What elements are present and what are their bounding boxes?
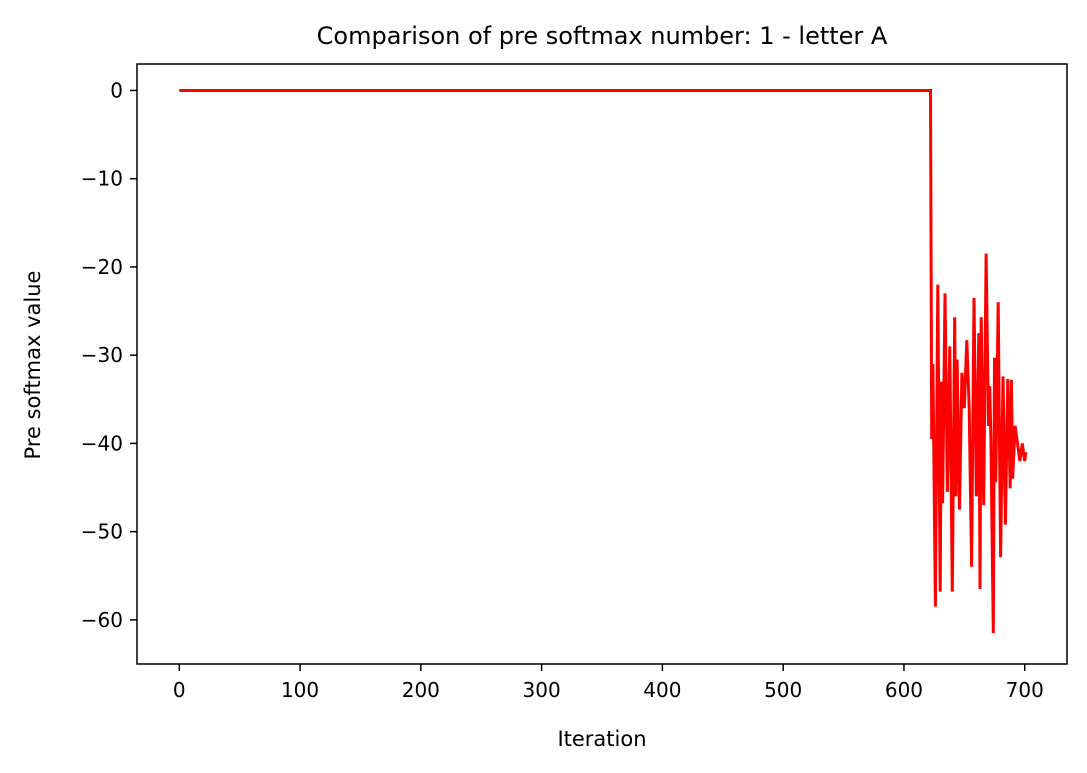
x-axis-label: Iteration <box>557 727 646 751</box>
y-tick-label: −50 <box>81 520 123 544</box>
series-line <box>179 89 1028 634</box>
x-tick-label: 100 <box>281 678 319 702</box>
x-tick-label: 700 <box>1006 678 1044 702</box>
x-tick-label: 500 <box>764 678 802 702</box>
x-axis-ticks: 0 100 200 300 400 500 600 700 <box>173 664 1044 702</box>
x-tick-label: 200 <box>402 678 440 702</box>
y-axis-label: Pre softmax value <box>21 271 45 460</box>
y-tick-label: 0 <box>110 78 123 102</box>
y-tick-label: −10 <box>81 167 123 191</box>
x-tick-label: 400 <box>643 678 681 702</box>
x-tick-label: 600 <box>885 678 923 702</box>
x-tick-label: 0 <box>173 678 186 702</box>
y-axis-ticks: 0 −10 −20 −30 −40 −50 −60 <box>81 78 137 632</box>
chart-title: Comparison of pre softmax number: 1 - le… <box>317 22 888 50</box>
y-tick-label: −60 <box>81 608 123 632</box>
x-tick-label: 300 <box>523 678 561 702</box>
plot-area <box>179 89 1028 634</box>
y-tick-label: −30 <box>81 343 123 367</box>
y-tick-label: −40 <box>81 431 123 455</box>
y-tick-label: −20 <box>81 255 123 279</box>
plot-frame <box>136 63 1068 665</box>
